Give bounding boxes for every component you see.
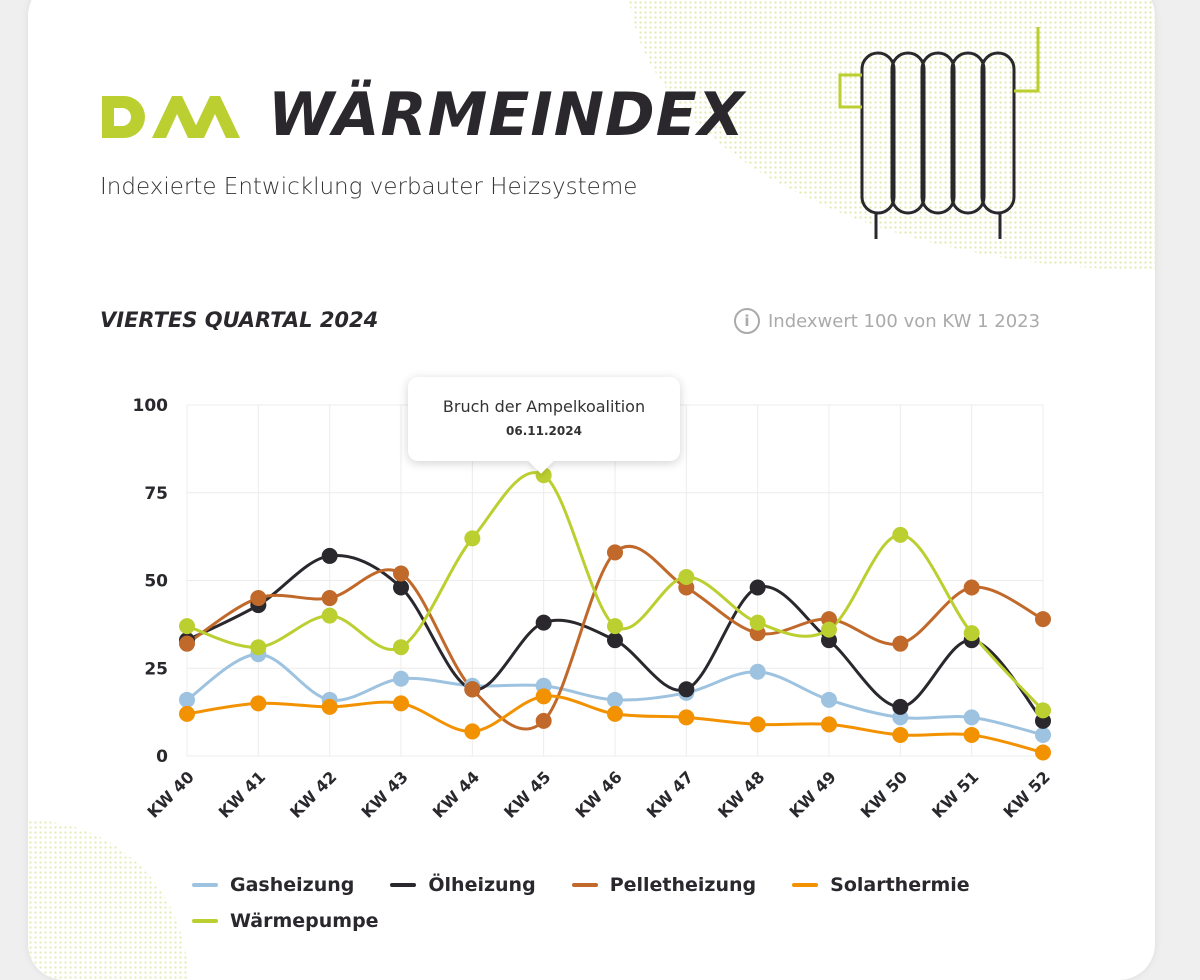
legend-label: Wärmepumpe [230, 910, 379, 932]
legend-swatch [192, 919, 218, 923]
y-tick-label: 0 [156, 747, 168, 767]
data-point [250, 695, 267, 712]
daa-logo-icon [102, 96, 240, 138]
data-point [464, 723, 481, 740]
data-point [892, 635, 909, 652]
page-title: WÄRMEINDEX [268, 80, 745, 150]
data-point [607, 691, 623, 708]
data-point [393, 695, 409, 712]
data-point [464, 530, 481, 547]
data-point [321, 590, 338, 607]
data-point [321, 547, 338, 564]
page-subtitle: Indexierte Entwicklung verbauter Heizsys… [100, 174, 638, 200]
data-point [892, 698, 909, 715]
annotation-date: 06.11.2024 [506, 424, 582, 438]
y-tick-label: 75 [144, 484, 168, 504]
data-point [179, 635, 195, 652]
data-point [821, 691, 837, 708]
data-point [393, 670, 409, 687]
x-tick-label: KW 52 [999, 767, 1053, 821]
line-chart: 0 25 50 75 100 KW 40 KW 41 KW 42 KW 43 KW 44 KW 45… [133, 396, 1054, 822]
legend-item[interactable]: Wärmepumpe [192, 910, 379, 932]
y-tick-label: 50 [144, 572, 168, 592]
data-point [892, 526, 909, 543]
data-point [1035, 744, 1051, 761]
data-point [963, 625, 980, 642]
data-point [607, 632, 623, 649]
data-point [179, 618, 195, 635]
data-point [1035, 611, 1051, 628]
data-point [749, 579, 766, 596]
data-point [963, 709, 980, 726]
legend-swatch [390, 883, 417, 887]
x-tick-label: KW 45 [500, 767, 554, 821]
data-point [1035, 702, 1051, 719]
data-point [678, 709, 695, 726]
data-point [393, 565, 409, 582]
legend-swatch [792, 883, 819, 887]
radiator-icon [838, 27, 1040, 239]
data-point [179, 705, 195, 722]
y-tick-label: 25 [144, 659, 168, 679]
data-point [749, 663, 766, 680]
x-tick-label: KW 43 [357, 767, 411, 821]
section-title: VIERTES QUARTAL 2024 [100, 308, 379, 332]
annotation-title: Bruch der Ampelkoalition [442, 397, 646, 416]
data-point [821, 621, 837, 638]
data-point [963, 726, 980, 743]
data-point [963, 579, 980, 596]
x-tick-label: KW 51 [928, 767, 982, 821]
chart-legend: Gasheizung Ölheizung Pelletheizung Solarthe… [192, 874, 1052, 932]
data-point [321, 698, 338, 715]
data-point [1035, 726, 1051, 743]
data-point [179, 691, 195, 708]
data-point [607, 705, 623, 722]
data-point [250, 590, 267, 607]
annotation-tooltip: Bruch der Ampelkoalition 06.11.2024 [408, 377, 680, 461]
x-tick-label: KW 40 [143, 767, 197, 821]
data-point [464, 681, 481, 698]
data-point [250, 639, 267, 656]
data-point [678, 568, 695, 585]
legend-item[interactable]: Gasheizung [192, 874, 354, 896]
info-icon[interactable]: i [734, 308, 760, 334]
legend-label: Gasheizung [230, 874, 355, 896]
data-point [678, 681, 695, 698]
x-tick-label: KW 50 [857, 767, 911, 821]
index-info: i Indexwert 100 von KW 1 2023 [734, 308, 1040, 334]
legend-item[interactable]: Pelletheizung [571, 874, 757, 896]
data-point [393, 579, 409, 596]
data-point [892, 726, 909, 743]
data-point [607, 544, 623, 561]
legend-label: Pelletheizung [609, 874, 757, 896]
data-point [535, 712, 552, 729]
legend-item[interactable]: Solarthermie [792, 874, 970, 896]
data-point [535, 614, 552, 631]
data-point [393, 639, 409, 656]
legend-label: Ölheizung [428, 874, 536, 896]
index-info-text: Indexwert 100 von KW 1 2023 [768, 310, 1041, 332]
legend-item[interactable]: Ölheizung [390, 874, 536, 896]
data-point [607, 618, 623, 635]
x-tick-label: KW 46 [571, 767, 625, 821]
x-tick-label: KW 48 [714, 767, 768, 821]
y-tick-label: 100 [133, 396, 169, 416]
x-tick-label: KW 42 [286, 767, 340, 821]
data-point [821, 716, 837, 733]
data-point [535, 688, 552, 705]
legend-swatch [192, 883, 218, 887]
x-tick-label: KW 49 [785, 767, 839, 821]
x-tick-label: KW 41 [215, 767, 269, 821]
x-tick-label: KW 47 [643, 767, 697, 821]
data-point [749, 614, 766, 631]
legend-label: Solarthermie [830, 874, 970, 896]
data-point [321, 607, 338, 624]
logo [100, 88, 242, 146]
data-point [749, 716, 766, 733]
x-tick-label: KW 44 [429, 767, 483, 821]
legend-swatch [571, 883, 598, 887]
